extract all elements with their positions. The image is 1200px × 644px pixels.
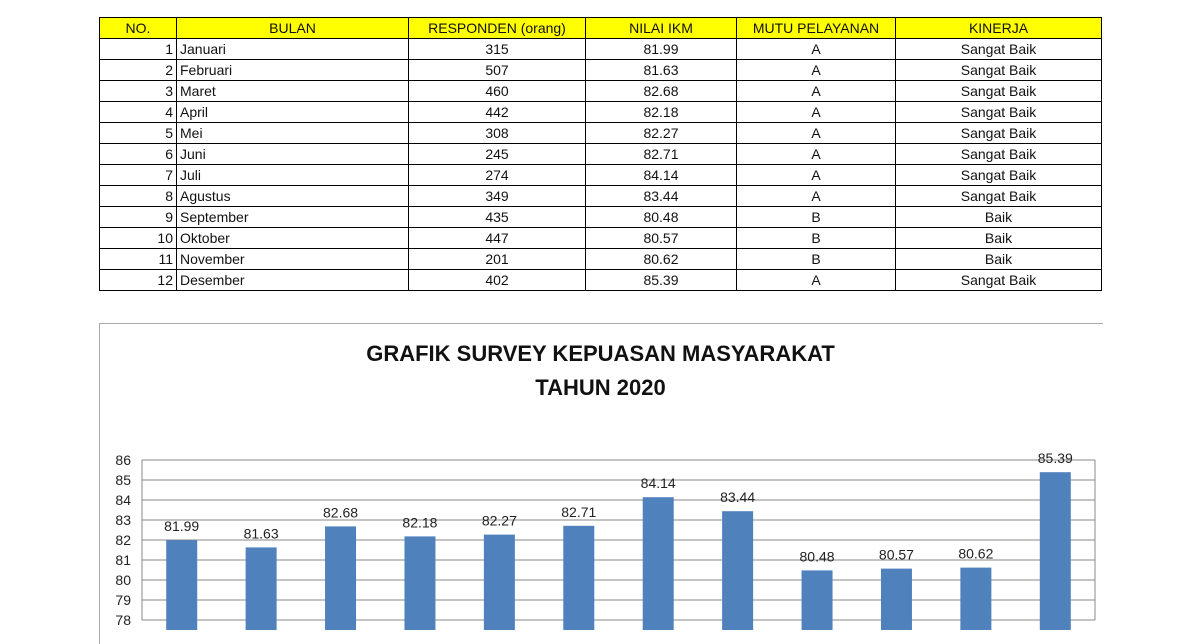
y-tick-label: 79 <box>115 592 131 608</box>
cell-bulan: Agustus <box>176 185 409 207</box>
table-row: 4 April 442 82.18 A Sangat Baik <box>99 101 1102 123</box>
data-label: 81.63 <box>244 525 279 541</box>
cell-kinerja: Sangat Baik <box>895 269 1102 291</box>
table-row: 3 Maret 460 82.68 A Sangat Baik <box>99 80 1102 102</box>
cell-bulan: Juli <box>176 164 409 186</box>
data-label: 81.99 <box>164 518 199 534</box>
cell-responden: 349 <box>408 185 586 207</box>
chart-subtitle: TAHUN 2020 <box>535 375 666 400</box>
bar-chart: 78 79 80 81 82 83 84 85 86 81.99 81.63 82.68 82.18 82… <box>115 450 1096 630</box>
header-responden: RESPONDEN (orang) <box>408 17 586 39</box>
cell-responden: 402 <box>408 269 586 291</box>
cell-kinerja: Sangat Baik <box>895 101 1102 123</box>
bar-maret <box>325 526 357 630</box>
y-tick-label: 84 <box>115 492 131 508</box>
chart-frame <box>99 323 1103 644</box>
data-label: 82.71 <box>561 504 596 520</box>
data-label: 80.62 <box>958 546 993 562</box>
bar-juni <box>563 525 595 630</box>
table-row: 7 Juli 274 84.14 A Sangat Baik <box>99 164 1102 186</box>
bar-januari <box>166 540 198 630</box>
cell-kinerja: Sangat Baik <box>895 185 1102 207</box>
bar-november <box>960 567 992 630</box>
header-no: NO. <box>99 17 177 39</box>
table-row: 11 November 201 80.62 B Baik <box>99 248 1102 270</box>
data-label: 83.44 <box>720 489 755 505</box>
cell-bulan: November <box>176 248 409 270</box>
table-row: 2 Februari 507 81.63 A Sangat Baik <box>99 59 1102 81</box>
data-label: 80.48 <box>800 548 835 564</box>
bar-mei <box>483 534 515 630</box>
y-tick-label: 85 <box>115 472 131 488</box>
chart-title: GRAFIK SURVEY KEPUASAN MASYARAKAT <box>366 341 835 366</box>
table-row: 6 Juni 245 82.71 A Sangat Baik <box>99 143 1102 165</box>
bar-oktober <box>880 568 912 630</box>
table-header-row: NO. BULAN RESPONDEN (orang) NILAI IKM MU… <box>99 17 1102 39</box>
data-label: 82.68 <box>323 504 358 520</box>
bar-desember <box>1039 472 1071 630</box>
table-row: 9 September 435 80.48 B Baik <box>99 206 1102 228</box>
data-label: 82.18 <box>402 514 437 530</box>
y-tick-label: 80 <box>115 572 131 588</box>
y-tick-label: 82 <box>115 532 131 548</box>
cell-kinerja: Sangat Baik <box>895 164 1102 186</box>
cell-kinerja: Sangat Baik <box>895 80 1102 102</box>
cell-no: 10 <box>99 227 177 249</box>
bar-agustus <box>722 511 754 630</box>
y-tick-label: 83 <box>115 512 131 528</box>
ikm-table: NO. BULAN RESPONDEN (orang) NILAI IKM MU… <box>99 17 1102 291</box>
data-label: 82.27 <box>482 513 517 529</box>
y-tick-label: 81 <box>115 552 131 568</box>
data-label: 85.39 <box>1038 450 1073 466</box>
y-tick-label: 86 <box>115 452 131 468</box>
cell-responden: 201 <box>408 248 586 270</box>
header-mutu: MUTU PELAYANAN <box>736 17 896 39</box>
y-tick-label: 78 <box>115 612 131 628</box>
cell-no: 12 <box>99 269 177 291</box>
data-label: 84.14 <box>641 475 676 491</box>
header-bulan: BULAN <box>176 17 409 39</box>
table-row: 8 Agustus 349 83.44 A Sangat Baik <box>99 185 1102 207</box>
cell-bulan: Desember <box>176 269 409 291</box>
bar-september <box>801 570 833 630</box>
cell-nilai: 85.39 <box>585 269 737 291</box>
cell-bulan: Februari <box>176 59 409 81</box>
bar-februari <box>245 547 277 630</box>
bar-april <box>404 536 436 630</box>
cell-responden: 435 <box>408 206 586 228</box>
header-kinerja: KINERJA <box>895 17 1102 39</box>
cell-bulan: Oktober <box>176 227 409 249</box>
table-row: 12 Desember 402 85.39 A Sangat Baik <box>99 269 1102 291</box>
data-label: 80.57 <box>879 547 914 563</box>
bar-juli <box>642 497 674 630</box>
